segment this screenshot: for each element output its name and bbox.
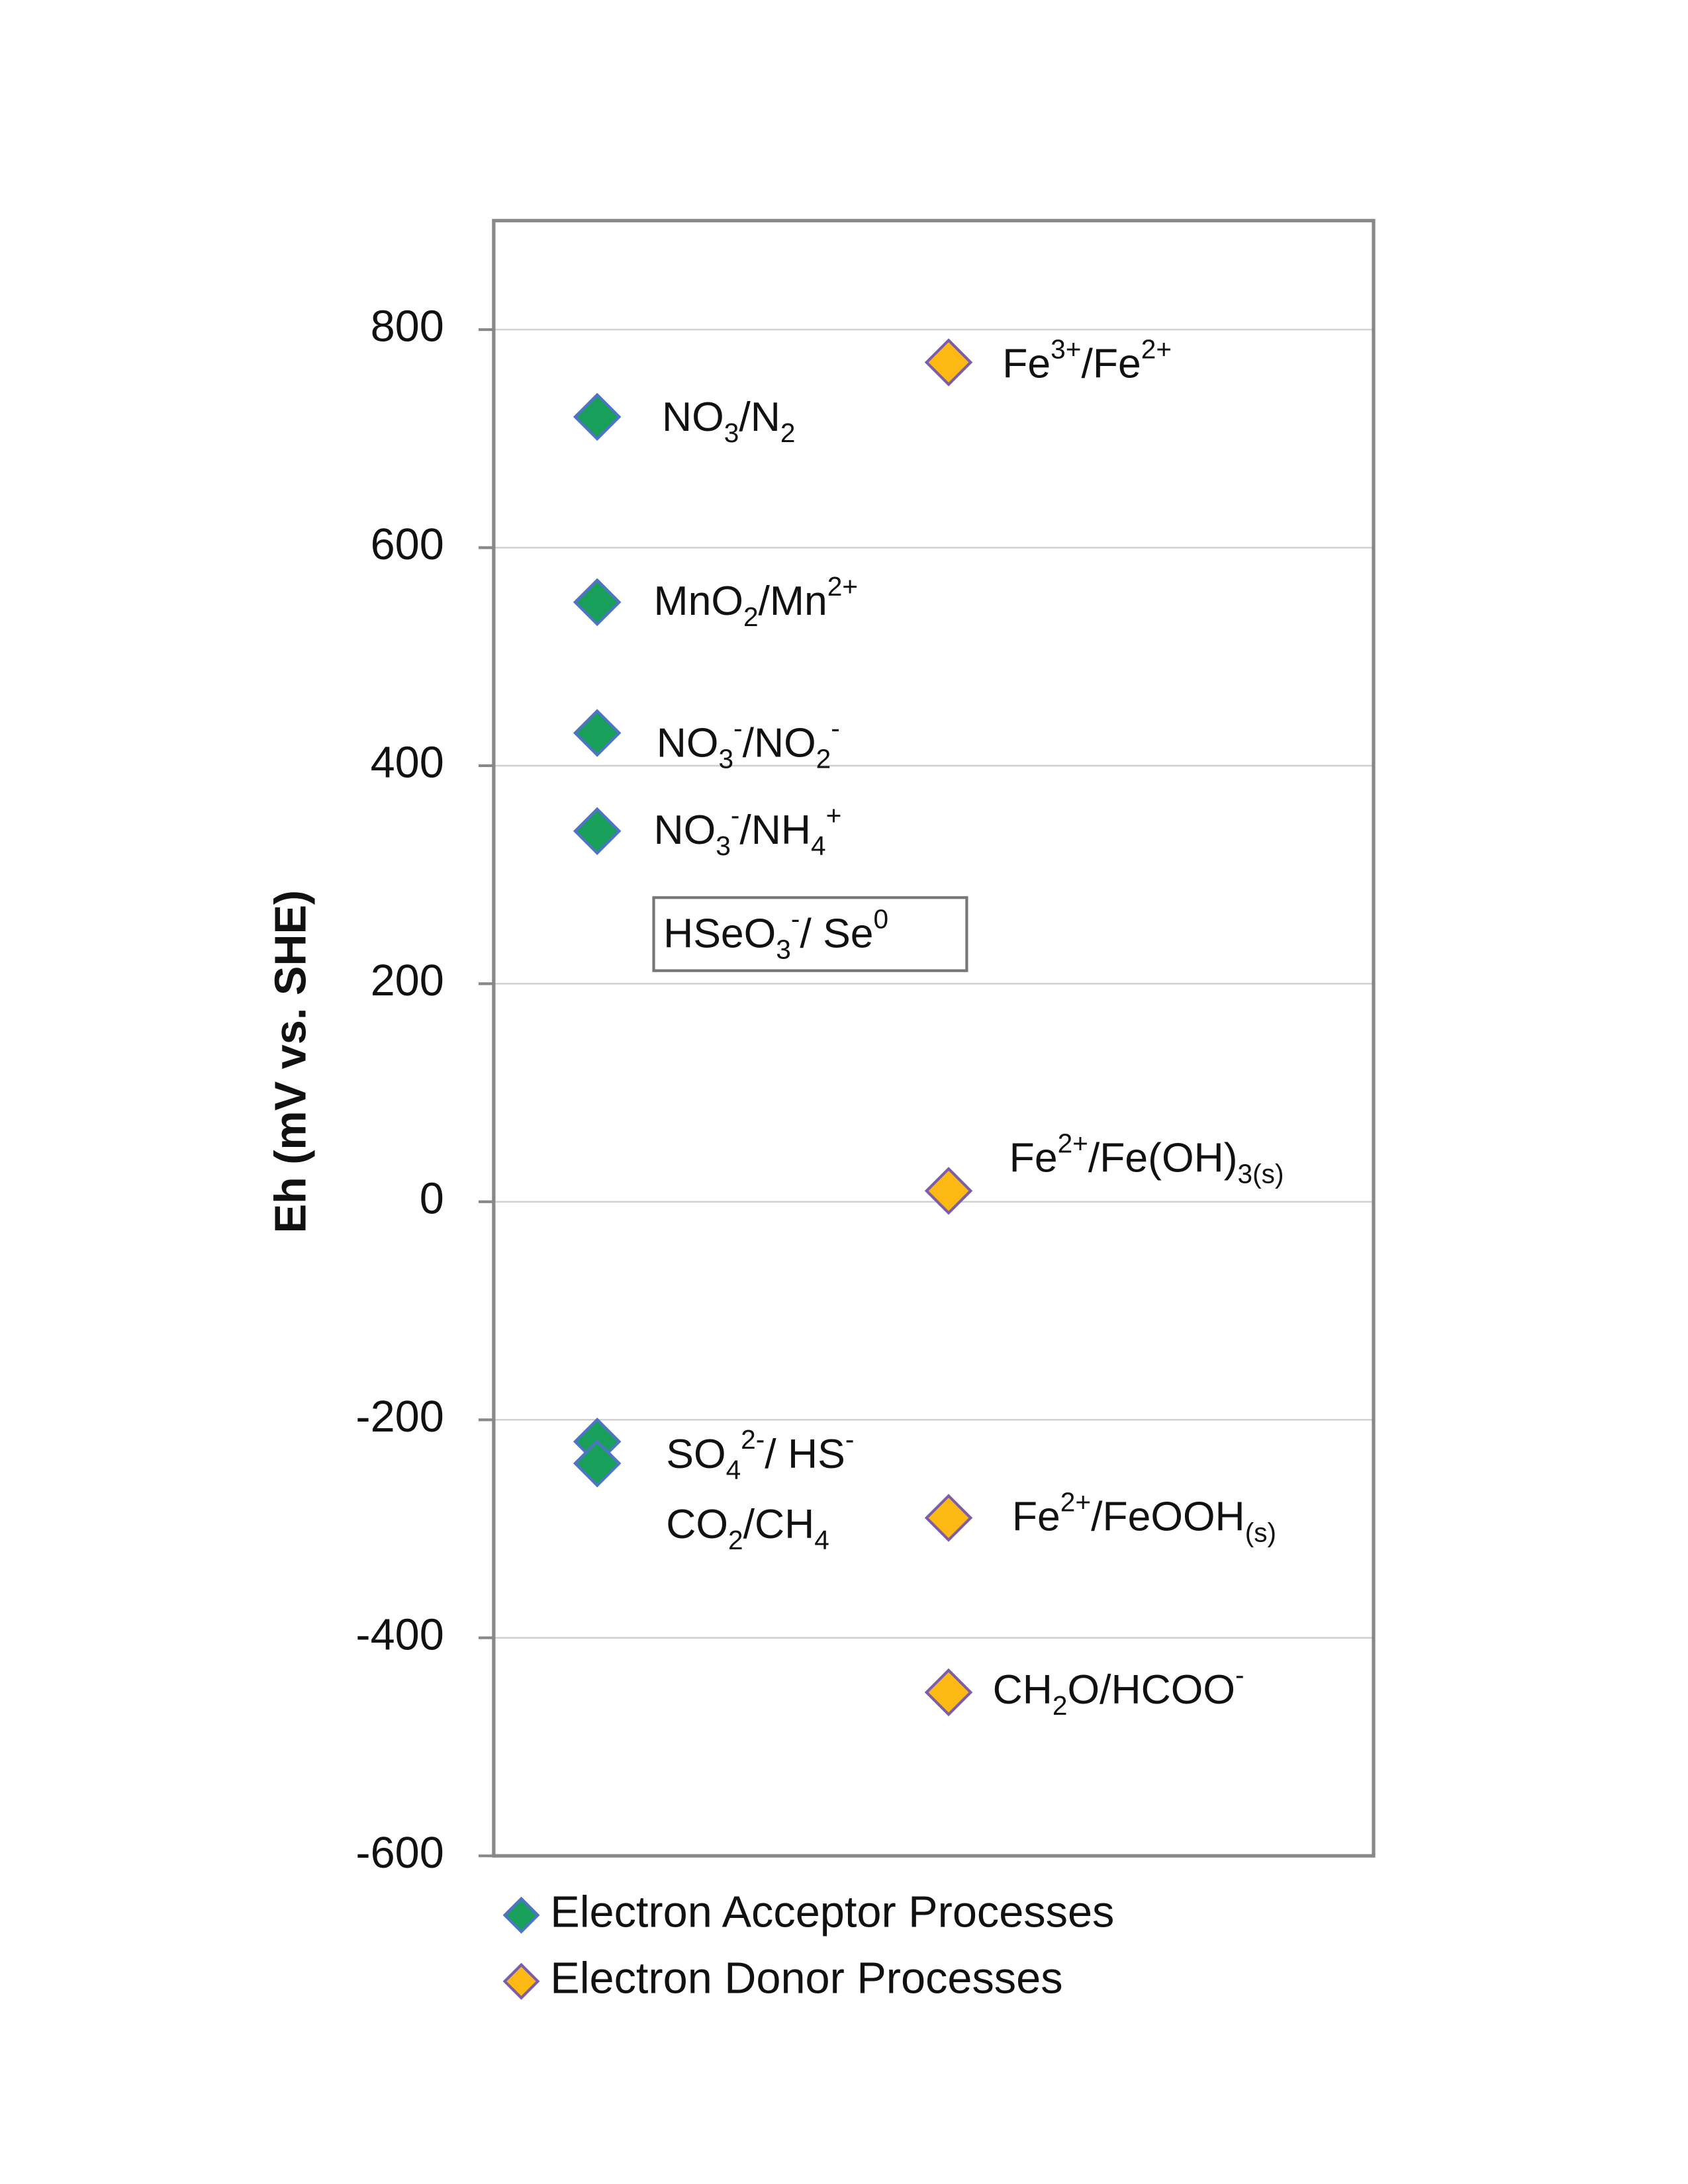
label-part: 0 bbox=[874, 903, 889, 934]
label-part: 4 bbox=[811, 831, 826, 861]
y-tick-label: -400 bbox=[355, 1610, 444, 1659]
label-part: (s) bbox=[1245, 1517, 1276, 1547]
label-part: / HS bbox=[765, 1431, 845, 1477]
label-part: + bbox=[826, 800, 842, 831]
data-label: HSeO3-/ Se0 bbox=[663, 903, 888, 964]
y-axis-label: Eh (mV vs. SHE) bbox=[266, 890, 315, 1234]
point bbox=[924, 1167, 973, 1215]
label-part: /Fe(OH) bbox=[1088, 1134, 1238, 1181]
data-label: Fe3+/Fe2+ bbox=[1002, 334, 1172, 387]
label-part: 2- bbox=[741, 1424, 765, 1455]
label-part: - bbox=[831, 713, 840, 743]
legend-label: Electron Donor Processes bbox=[550, 1954, 1062, 2003]
data-label: NO3-/NO2- bbox=[657, 713, 840, 774]
label-part: NO bbox=[662, 394, 724, 440]
point bbox=[573, 709, 622, 757]
label-part: CH bbox=[993, 1666, 1053, 1713]
label-part: HSeO bbox=[663, 910, 776, 956]
label-part: /Fe bbox=[1081, 340, 1141, 387]
label-part: O/HCOO bbox=[1068, 1666, 1235, 1713]
label-part: 2+ bbox=[827, 571, 858, 602]
data-label: CH2O/HCOO- bbox=[993, 1660, 1244, 1721]
label-part: Fe bbox=[1009, 1134, 1058, 1181]
label-part: 3+ bbox=[1051, 334, 1081, 364]
label-part: / Se bbox=[800, 910, 873, 956]
point bbox=[573, 807, 622, 856]
label-part: 2 bbox=[780, 418, 796, 448]
y-tick-label: 400 bbox=[371, 739, 444, 788]
data-label: NO3/N2 bbox=[662, 394, 795, 448]
point bbox=[573, 1439, 622, 1488]
label-part: - bbox=[791, 903, 800, 934]
legend-marker bbox=[502, 1962, 540, 2000]
y-tick-label: 600 bbox=[371, 520, 444, 569]
y-tick-label: -200 bbox=[355, 1392, 444, 1441]
data-label: Fe2+/FeOOH(s) bbox=[1012, 1486, 1276, 1547]
data-label: Fe2+/Fe(OH)3(s) bbox=[1009, 1128, 1284, 1189]
label-part: 3 bbox=[776, 934, 791, 964]
label-part: 2 bbox=[743, 602, 759, 632]
point bbox=[573, 578, 622, 627]
label-part: 2+ bbox=[1060, 1486, 1091, 1517]
label-part: 4 bbox=[726, 1455, 741, 1485]
label-part: - bbox=[1235, 1660, 1244, 1690]
legend-marker bbox=[502, 1896, 540, 1934]
label-part: 3 bbox=[716, 831, 731, 861]
label-part: /NH bbox=[739, 806, 811, 852]
label-part: 3 bbox=[724, 418, 739, 448]
y-tick-label: 800 bbox=[371, 302, 444, 351]
data-label: MnO2/Mn2+ bbox=[654, 571, 858, 632]
label-part: NO bbox=[654, 806, 716, 852]
label-part: 2 bbox=[816, 743, 831, 774]
label-part: - bbox=[845, 1424, 855, 1455]
label-part: SO bbox=[666, 1431, 726, 1477]
y-tick-label: 200 bbox=[371, 956, 444, 1005]
annotation-box bbox=[652, 896, 968, 972]
label-part: 2+ bbox=[1058, 1128, 1088, 1158]
point bbox=[924, 1494, 973, 1542]
point bbox=[924, 338, 973, 387]
point bbox=[573, 392, 622, 441]
label-part: CO bbox=[666, 1501, 728, 1547]
point bbox=[924, 1668, 973, 1717]
y-tick-label: 0 bbox=[420, 1174, 444, 1223]
label-part: /NO bbox=[743, 719, 816, 766]
y-tick-label: -600 bbox=[355, 1829, 444, 1878]
label-part: NO bbox=[657, 719, 719, 766]
label-part: - bbox=[733, 713, 743, 743]
legend-label: Electron Acceptor Processes bbox=[550, 1888, 1114, 1936]
data-label: CO2/CH4 bbox=[666, 1501, 829, 1555]
label-part: MnO bbox=[654, 577, 743, 623]
data-label: SO42-/ HS- bbox=[666, 1424, 854, 1485]
label-part: 4 bbox=[814, 1525, 829, 1555]
label-part: 2 bbox=[728, 1525, 743, 1555]
plot-frame bbox=[492, 218, 1376, 1858]
label-part: /CH bbox=[743, 1501, 815, 1547]
label-part: Fe bbox=[1002, 340, 1051, 387]
label-part: 2 bbox=[1053, 1690, 1068, 1721]
label-part: 2+ bbox=[1141, 334, 1172, 364]
label-part: /Mn bbox=[759, 577, 827, 623]
data-label: NO3-/NH4+ bbox=[654, 800, 842, 861]
label-part: - bbox=[731, 800, 740, 831]
label-part: Fe bbox=[1012, 1493, 1060, 1539]
label-part: /FeOOH bbox=[1091, 1493, 1245, 1539]
label-part: 3 bbox=[718, 743, 733, 774]
label-part: /N bbox=[739, 394, 780, 440]
label-part: 3(s) bbox=[1238, 1158, 1284, 1189]
